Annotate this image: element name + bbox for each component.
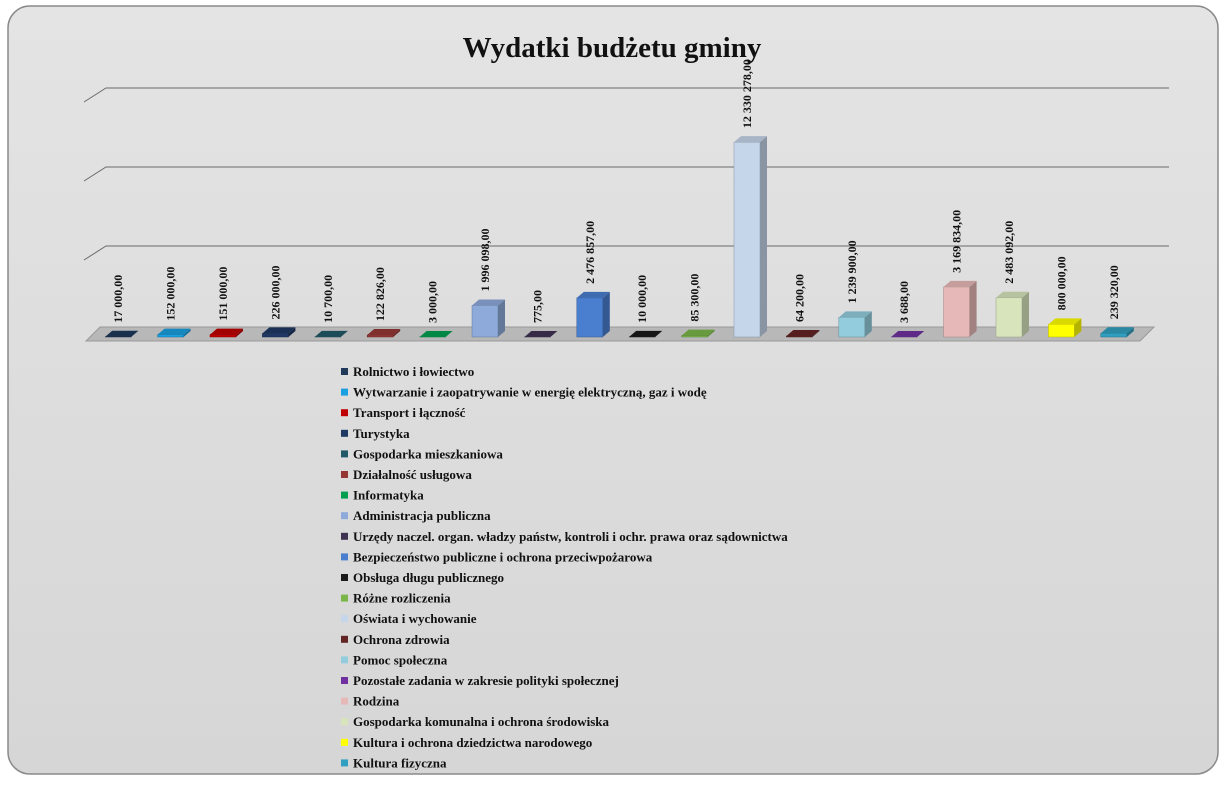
legend-swatch	[341, 574, 348, 581]
data-label: 3 169 834,00	[950, 210, 964, 273]
legend-swatch	[341, 553, 348, 560]
legend-swatch	[341, 450, 348, 457]
legend-label: Oświata i wychowanie	[353, 611, 477, 626]
legend-label: Wytwarzanie i zaopatrywanie w energię el…	[353, 385, 707, 400]
bar	[577, 292, 610, 337]
data-label: 64 200,00	[792, 274, 806, 322]
legend-label: Rolnictwo i łowiectwo	[353, 364, 474, 379]
legend-label: Pomoc społeczna	[353, 652, 448, 667]
data-label: 10 700,00	[321, 275, 335, 323]
data-label: 1 239 900,00	[845, 240, 859, 303]
data-label: 17 000,00	[111, 275, 125, 323]
data-label: 152 000,00	[164, 267, 178, 321]
legend-swatch	[341, 512, 348, 519]
legend-label: Bezpieczeństwo publiczne i ochrona przec…	[353, 549, 653, 564]
legend-label: Ochrona zdrowia	[353, 632, 450, 647]
legend-swatch	[341, 409, 348, 416]
bar	[996, 292, 1029, 337]
data-label: 775,00	[530, 290, 544, 323]
legend-label: Gospodarka mieszkaniowa	[353, 446, 503, 461]
data-label: 3 000,00	[426, 281, 440, 323]
legend-swatch	[341, 595, 348, 602]
legend-swatch	[341, 430, 348, 437]
legend-swatch	[341, 656, 348, 663]
legend-label: Gospodarka komunalna i ochrona środowisk…	[353, 714, 609, 729]
legend-swatch	[341, 615, 348, 622]
data-label: 2 476 857,00	[583, 221, 597, 284]
legend-label: Pozostałe zadania w zakresie polityki sp…	[353, 673, 619, 688]
legend-label: Urzędy naczel. organ. władzy państw, kon…	[353, 529, 788, 544]
data-label: 3 688,00	[897, 281, 911, 323]
legend-swatch	[341, 492, 348, 499]
data-label: 239 320,00	[1107, 265, 1121, 319]
legend-label: Działalność usługowa	[353, 467, 472, 482]
bar	[1048, 318, 1081, 337]
data-label: 2 483 092,00	[1002, 221, 1016, 284]
legend-swatch	[341, 368, 348, 375]
bar	[944, 281, 977, 337]
legend-swatch	[341, 636, 348, 643]
legend-label: Różne rozliczenia	[353, 591, 451, 606]
floor	[86, 327, 1154, 341]
data-label: 800 000,00	[1054, 256, 1068, 310]
data-label: 10 000,00	[635, 275, 649, 323]
bar	[839, 311, 872, 337]
legend-swatch	[341, 677, 348, 684]
legend-swatch	[341, 389, 348, 396]
legend-label: Kultura fizyczna	[353, 755, 447, 770]
legend-label: Rodzina	[353, 694, 400, 709]
data-label: 122 826,00	[373, 267, 387, 321]
legend-label: Turystyka	[353, 426, 410, 441]
legend-swatch	[341, 739, 348, 746]
legend-swatch	[341, 698, 348, 705]
legend-swatch	[341, 533, 348, 540]
data-label: 12 330 278,00	[740, 59, 754, 128]
legend-swatch	[341, 718, 348, 725]
legend-label: Administracja publiczna	[353, 508, 491, 523]
legend-swatch	[341, 471, 348, 478]
legend-label: Kultura i ochrona dziedzictwa narodowego	[353, 735, 592, 750]
data-label: 151 000,00	[216, 267, 230, 321]
chart-title: Wydatki budżetu gminy	[463, 32, 762, 64]
data-label: 226 000,00	[268, 265, 282, 319]
data-label: 85 300,00	[688, 274, 702, 322]
bar	[472, 299, 505, 337]
legend-label: Informatyka	[353, 488, 424, 503]
data-label: 1 996 098,00	[478, 228, 492, 291]
bar	[734, 136, 767, 337]
legend-label: Obsługa długu publicznego	[353, 570, 504, 585]
legend-label: Transport i łączność	[353, 405, 466, 420]
legend-swatch	[341, 759, 348, 766]
